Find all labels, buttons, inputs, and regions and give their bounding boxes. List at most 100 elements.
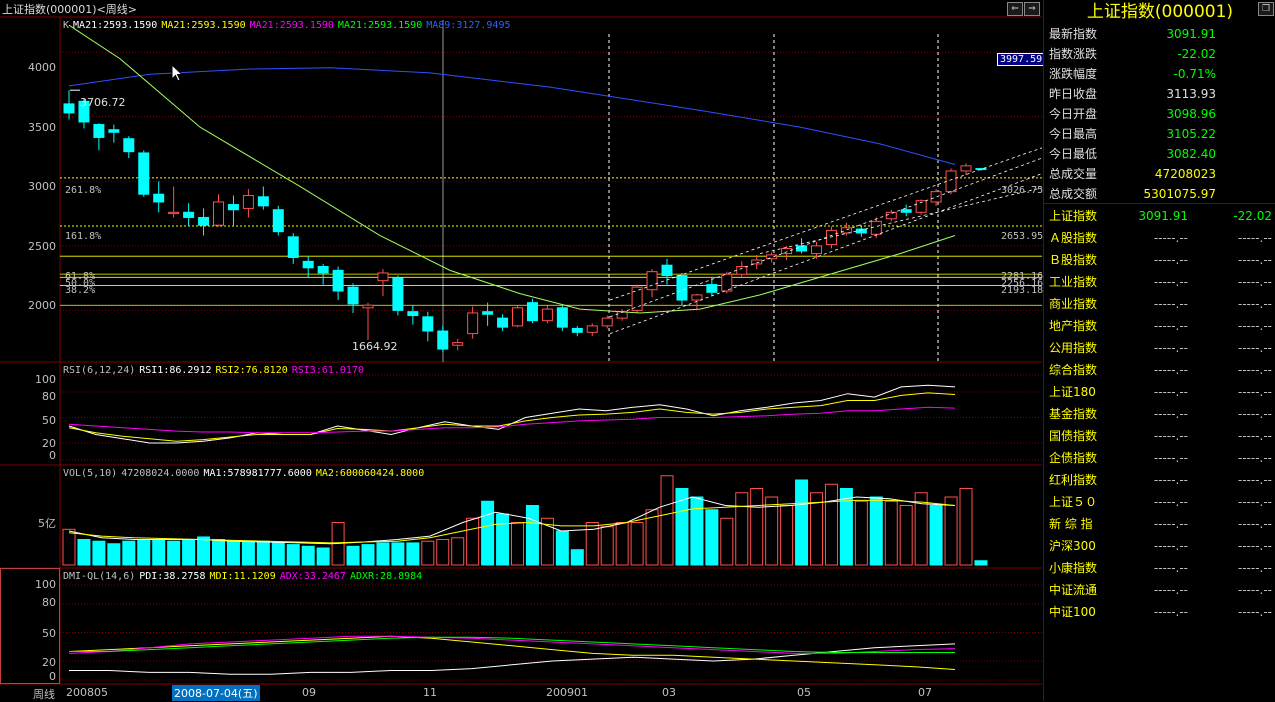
volume-bar: [660, 475, 674, 566]
index-value: -----.--: [1153, 297, 1188, 311]
index-row[interactable]: Ｂ股指数 -----.-- -----.--: [1044, 249, 1275, 271]
high-label: 3706.72: [80, 96, 126, 109]
index-row[interactable]: 地产指数 -----.-- -----.--: [1044, 315, 1275, 337]
quote-label: 最新指数: [1049, 27, 1098, 41]
index-row[interactable]: 国债指数 -----.-- -----.--: [1044, 425, 1275, 447]
candle-body: [407, 311, 419, 317]
candle-body: [153, 193, 165, 203]
index-row[interactable]: 基金指数 -----.-- -----.--: [1044, 403, 1275, 425]
quote-value: 47208023: [1154, 167, 1216, 181]
candle-body: [93, 124, 105, 138]
candle-body: [287, 236, 299, 258]
dmi-ytick: 0: [49, 670, 56, 683]
rsi3-line: [68, 406, 956, 434]
candle-body: [317, 265, 329, 274]
candle-body: [138, 152, 150, 195]
vol-header: VOL(5,10) 47208024.0000 MA1:578981777.6000…: [63, 468, 428, 479]
index-value: -----.--: [1153, 451, 1188, 465]
volume-bar: [869, 496, 883, 566]
fib-label-right: 2256.16: [1001, 278, 1044, 289]
kline-ytick: 3000: [28, 180, 56, 193]
dmi-header-item: DMI-QL(14,6): [63, 571, 136, 582]
volume-bar: [137, 539, 151, 566]
chart-canvas[interactable]: [0, 0, 1042, 701]
quote-row: 指数涨跌 -22.02: [1044, 44, 1275, 64]
candle-body: [766, 254, 778, 260]
candle-body: [945, 170, 957, 193]
candle-body: [272, 209, 284, 233]
x-label: 03: [662, 686, 676, 699]
volume-bar: [810, 492, 823, 566]
kline-ytick: 3500: [28, 121, 56, 134]
chart-area[interactable]: 上证指数(000001)<周线> ⇐ ⇒ K MA21:2593.1590 MA21…: [0, 0, 1046, 701]
index-change: -----.--: [1237, 407, 1272, 421]
candle-body: [975, 168, 987, 171]
candle-body: [302, 260, 314, 269]
fib-label-left: 50.0%: [65, 278, 96, 289]
quote-row: 涨跌幅度 -0.71%: [1044, 64, 1275, 84]
candle-body: [825, 229, 837, 246]
volume-bar: [555, 530, 569, 566]
kline-header: K MA21:2593.1590 MA21:2593.1590 MA21:2593.1…: [63, 20, 515, 31]
volume-bar: [271, 542, 285, 566]
restore-icon[interactable]: ❐: [1258, 2, 1274, 16]
volume-bar: [152, 539, 166, 566]
quote-label: 今日最高: [1049, 127, 1098, 141]
fib-label-right: 3026.75: [1001, 185, 1044, 196]
channel-line: [609, 147, 1042, 301]
volume-bar: [167, 540, 181, 566]
index-label: 综合指数: [1049, 363, 1098, 377]
index-change: -----.--: [1237, 561, 1272, 575]
quote-label: 涨跌幅度: [1049, 67, 1098, 81]
volume-bar: [421, 540, 435, 566]
index-row[interactable]: 上证５０ -----.-- -----.--: [1044, 491, 1275, 513]
rsi-ytick: 20: [42, 437, 56, 450]
index-row[interactable]: 上证180 -----.-- -----.--: [1044, 381, 1275, 403]
candle-body: [885, 211, 897, 220]
volume-bar: [705, 509, 719, 566]
index-change: -----.--: [1237, 583, 1272, 597]
volume-bar: [391, 542, 405, 566]
index-row[interactable]: 综合指数 -----.-- -----.--: [1044, 359, 1275, 381]
price-tag: 3997.59: [997, 53, 1046, 66]
index-value: -----.--: [1153, 605, 1188, 619]
period-label[interactable]: 周线: [33, 688, 55, 701]
index-row[interactable]: 沪深300 -----.-- -----.--: [1044, 535, 1275, 557]
candle-body: [706, 284, 718, 293]
index-row[interactable]: 公用指数 -----.-- -----.--: [1044, 337, 1275, 359]
index-change: -----.--: [1237, 253, 1272, 267]
quote-label: 今日最低: [1049, 147, 1098, 161]
volume-bar: [824, 483, 838, 566]
kline-ytick: 2500: [28, 240, 56, 253]
index-value: -----.--: [1153, 495, 1188, 509]
index-row[interactable]: 商业指数 -----.-- -----.--: [1044, 293, 1275, 315]
channel-line: [609, 157, 1042, 318]
volume-bar: [406, 542, 420, 566]
index-row[interactable]: 红利指数 -----.-- -----.--: [1044, 469, 1275, 491]
volume-bar: [62, 528, 76, 566]
next-arrow-icon[interactable]: ⇒: [1024, 2, 1040, 16]
index-change: -----.--: [1237, 275, 1272, 289]
index-row[interactable]: 小康指数 -----.-- -----.--: [1044, 557, 1275, 579]
quote-row: 昨日收盘 3113.93: [1044, 84, 1275, 104]
volume-bar: [481, 500, 495, 566]
volume-bar: [959, 488, 973, 566]
volume-bar: [914, 492, 928, 566]
adx-line: [68, 635, 956, 654]
index-row[interactable]: 企债指数 -----.-- -----.--: [1044, 447, 1275, 469]
index-row[interactable]: 中证100 -----.-- -----.--: [1044, 601, 1275, 623]
index-row[interactable]: 新 综 指 -----.-- -----.--: [1044, 513, 1275, 535]
prev-arrow-icon[interactable]: ⇐: [1007, 2, 1023, 16]
volume-bar: [765, 496, 779, 566]
index-label: 新 综 指: [1049, 517, 1093, 531]
index-label: 商业指数: [1049, 297, 1098, 311]
index-value: 3091.91: [1138, 209, 1188, 223]
index-row[interactable]: 中证流通 -----.-- -----.--: [1044, 579, 1275, 601]
volume-bar: [525, 505, 539, 566]
index-row[interactable]: 工业指数 -----.-- -----.--: [1044, 271, 1275, 293]
index-row[interactable]: 上证指数 3091.91 -22.02: [1044, 205, 1275, 227]
volume-bar: [929, 505, 943, 566]
index-row[interactable]: Ａ股指数 -----.-- -----.--: [1044, 227, 1275, 249]
dmi-header-item: MDI:11.1209: [209, 571, 276, 582]
index-label: 中证100: [1049, 605, 1096, 619]
